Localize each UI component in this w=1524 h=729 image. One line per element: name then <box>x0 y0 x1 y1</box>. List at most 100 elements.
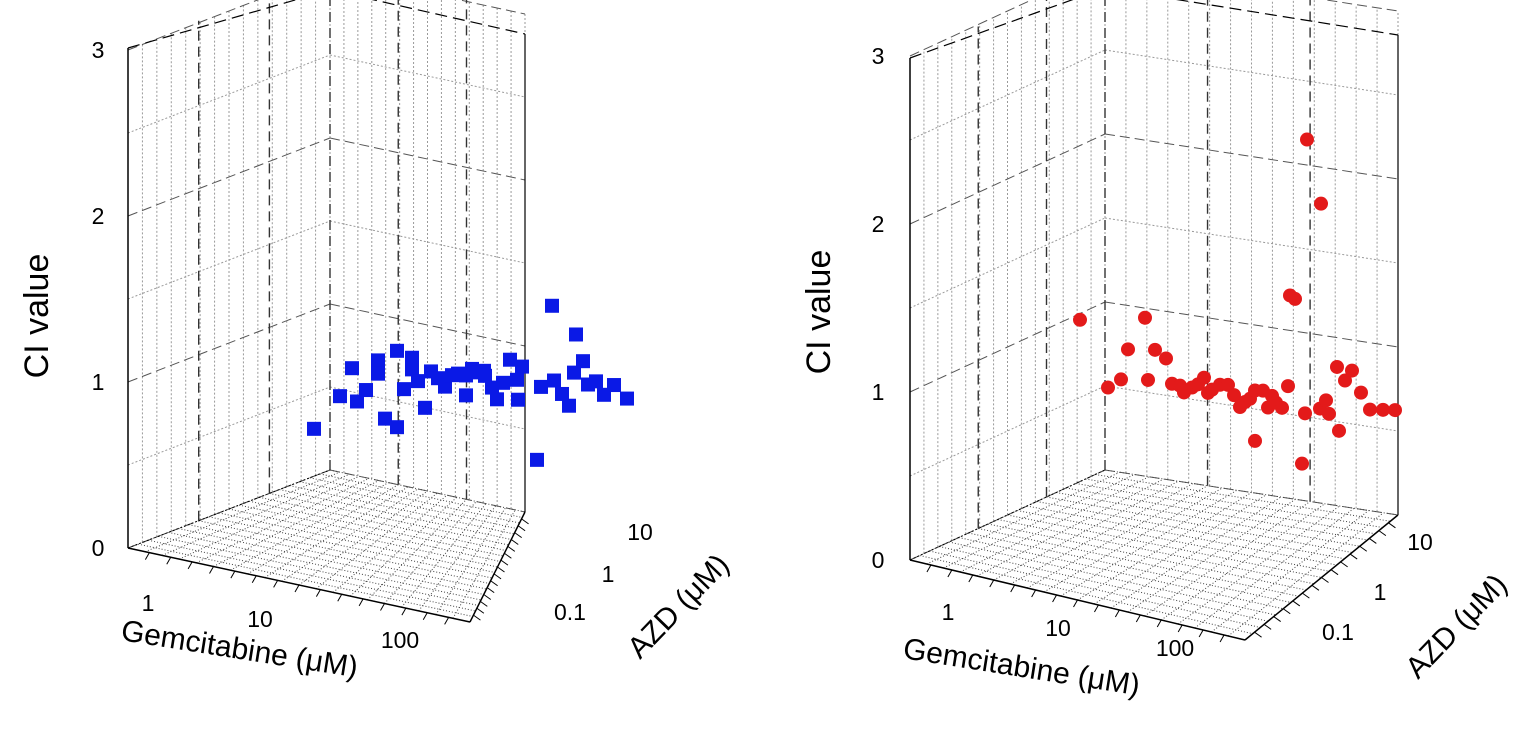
x-tick-label: 1 <box>942 599 955 625</box>
floor-grid-line <box>137 543 473 617</box>
floor-grid-line <box>958 537 1284 610</box>
x-tick-mark <box>1198 629 1204 638</box>
x-tick-mark <box>166 557 172 565</box>
floor-grid-line <box>1110 496 1282 609</box>
x-tick-label: 100 <box>381 627 419 653</box>
data-point-square <box>478 368 492 383</box>
z-grid-line <box>127 220 331 300</box>
floor-grid-line <box>1194 507 1355 629</box>
y-tick-mark <box>500 559 509 566</box>
x-tick-mark <box>1156 619 1162 628</box>
data-point-square <box>547 373 561 388</box>
data-point-square <box>567 365 581 380</box>
z-grid-line <box>329 303 526 347</box>
floor-grid-line <box>158 535 479 606</box>
z-grid-line <box>329 54 526 98</box>
floor-grid-line <box>1077 492 1252 601</box>
x-tick-mark <box>422 612 428 620</box>
data-point-circle <box>1300 132 1314 147</box>
y-tick-label: 0.1 <box>1322 619 1354 645</box>
data-point-circle <box>1376 402 1390 417</box>
x-tick-mark <box>251 575 257 583</box>
data-point-square <box>511 392 525 407</box>
x-tick-label: 100 <box>1156 635 1194 661</box>
data-point-circle <box>1141 372 1155 387</box>
x-tick-mark <box>315 589 321 597</box>
data-point-square <box>378 411 392 426</box>
y-tick-mark <box>1340 561 1348 568</box>
data-point-circle <box>1330 359 1344 374</box>
data-point-circle <box>1363 402 1377 417</box>
y-tick-mark <box>473 614 481 621</box>
y-tick-label: 10 <box>627 519 653 545</box>
floor-grid-line <box>1127 498 1296 613</box>
x-tick-mark <box>947 569 953 578</box>
data-point-circle <box>1138 310 1152 325</box>
z-tick-label: 3 <box>92 37 105 63</box>
floor-grid-line <box>148 539 476 612</box>
data-point-circle <box>1073 312 1087 327</box>
floor-grid-line <box>418 505 497 612</box>
data-point-square <box>438 379 452 394</box>
y-tick-mark <box>486 587 495 594</box>
x-tick-mark <box>230 570 236 579</box>
data-point-square <box>459 388 473 403</box>
data-point-square <box>307 421 321 436</box>
z-grid-line <box>1104 385 1399 432</box>
z-grid-line <box>127 54 331 134</box>
data-point-circle <box>1283 288 1297 303</box>
x-tick-mark <box>926 564 932 573</box>
x-tick-mark <box>968 574 974 583</box>
y-tick-mark <box>517 525 526 532</box>
y-tick-mark <box>521 518 529 525</box>
data-point-square <box>576 354 590 369</box>
floor-grid-line <box>228 508 498 568</box>
floor-grid-line <box>435 507 506 615</box>
floor-grid-line <box>367 499 467 601</box>
ci-scatter-chart-right: 0 1 2 3 1 10 100 0.1 1 10 CI value Gemcitabine (μM)… <box>800 0 1514 702</box>
floor-grid-line <box>259 496 506 551</box>
data-point-circle <box>1345 363 1359 378</box>
floor-grid-line <box>1211 510 1370 633</box>
x-tick-mark <box>989 579 995 588</box>
z-grid-line <box>329 220 526 264</box>
data-point-circle <box>1338 373 1352 388</box>
x-tick-mark <box>209 566 214 574</box>
data-point-square <box>345 361 359 376</box>
data-point-square <box>359 383 373 398</box>
data-point-square <box>562 398 576 413</box>
floor-grid-line <box>144 471 340 553</box>
y-tick-mark <box>483 594 492 600</box>
y-tick-mark <box>476 607 485 614</box>
data-point-square <box>510 372 524 387</box>
floor-grid-line <box>349 496 458 597</box>
y-tick-label: 1 <box>602 561 615 587</box>
y-tick-mark <box>1302 592 1310 599</box>
y-tick-mark <box>1388 522 1396 529</box>
z-grid-line <box>1104 301 1399 348</box>
floor-grid-line <box>1093 494 1267 605</box>
data-point-square <box>333 389 347 404</box>
x-axis-title: Gemcitabine (μM) <box>901 632 1142 702</box>
y-tick-mark <box>1311 584 1320 591</box>
x-tick-mark <box>1219 634 1225 643</box>
floor-grid-line <box>289 485 515 535</box>
x-tick-mark <box>187 561 193 570</box>
data-point-circle <box>1319 393 1333 408</box>
data-point-square <box>496 375 510 390</box>
x-tick-mark <box>380 603 385 611</box>
y-tick-mark <box>1369 538 1377 544</box>
x-axis-title: Gemcitabine (μM) <box>119 614 360 684</box>
z-grid-line <box>909 0 1033 57</box>
y-tick-mark <box>507 545 516 552</box>
floor-grid-line <box>298 490 428 586</box>
y-tick-mark <box>1359 545 1368 552</box>
x-tick-mark <box>1094 604 1099 613</box>
floor-grid-line <box>264 486 409 579</box>
x-tick-mark <box>1073 599 1078 608</box>
z-grid-line <box>1104 469 1399 516</box>
x-tick-mark <box>1114 609 1120 618</box>
data-point-square <box>405 350 419 365</box>
data-point-circle <box>1148 342 1162 357</box>
y-tick-mark <box>514 532 522 539</box>
